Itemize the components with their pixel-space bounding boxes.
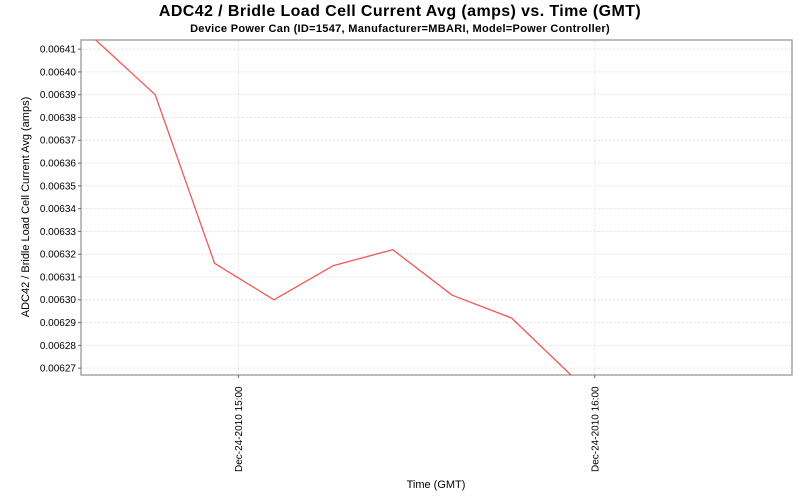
- y-tick-label: 0.00630: [40, 295, 77, 306]
- y-tick-label: 0.00628: [40, 341, 77, 352]
- x-tick-label: Dec-24-2010 15:00: [234, 386, 245, 472]
- x-tick-label: Dec-24-2010 16:00: [590, 386, 601, 472]
- y-tick-label: 0.00632: [40, 250, 77, 261]
- y-tick-label: 0.00639: [40, 90, 77, 101]
- series-line: [95, 39, 572, 376]
- y-tick-label: 0.00634: [40, 204, 77, 215]
- chart-subtitle: Device Power Can (ID=1547, Manufacturer=…: [190, 23, 610, 35]
- y-tick-label: 0.00631: [40, 272, 77, 283]
- y-tick-label: 0.00629: [40, 318, 77, 329]
- x-axis-label: Time (GMT): [406, 479, 466, 491]
- y-tick-label: 0.00637: [40, 136, 77, 147]
- y-tick-label: 0.00633: [40, 227, 77, 238]
- y-tick-label: 0.00638: [40, 113, 77, 124]
- chart-title: ADC42 / Bridle Load Cell Current Avg (am…: [158, 3, 642, 20]
- y-tick-label: 0.00636: [40, 158, 77, 169]
- y-tick-label: 0.00641: [40, 45, 77, 56]
- y-tick-label: 0.00627: [40, 364, 77, 375]
- plot-area: [80, 39, 793, 376]
- y-tick-label: 0.00635: [40, 181, 77, 192]
- y-tick-label: 0.00640: [40, 67, 77, 78]
